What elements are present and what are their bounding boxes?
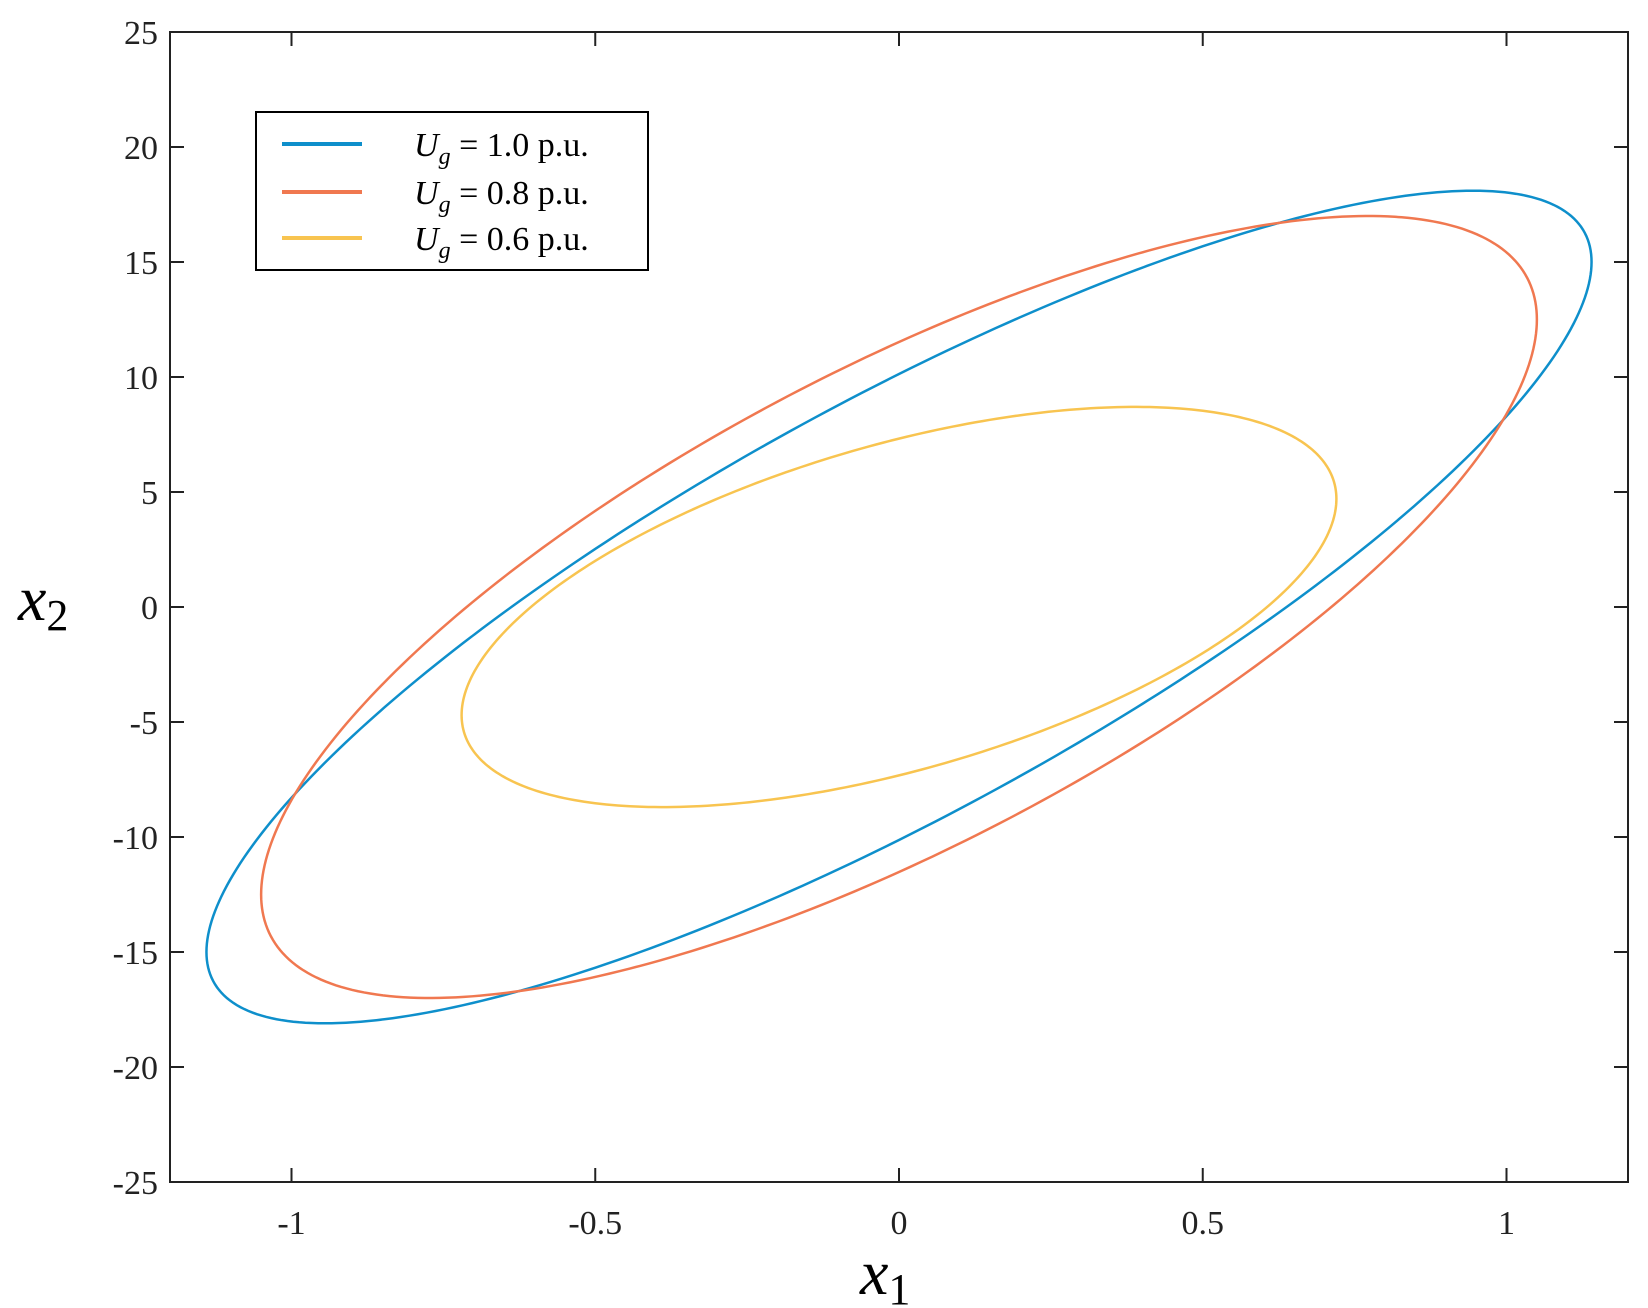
legend: Ug = 1.0 p.u. Ug = 0.8 p.u. Ug = 0.6 p.u… (255, 111, 649, 271)
legend-1-rest: = 1.0 p.u. (451, 127, 589, 164)
y-tick-label: 0 (141, 590, 158, 627)
y-tick-label: 10 (124, 360, 158, 397)
x-axis-label-base: x (859, 1237, 888, 1308)
x-tick-label: 1 (1498, 1205, 1515, 1242)
legend-entry-2: Ug = 0.8 p.u. (414, 175, 589, 218)
legend-3-rest: = 0.6 p.u. (451, 221, 589, 258)
y-axis-label-base: x (17, 563, 46, 634)
y-tick-label: 5 (141, 475, 158, 512)
legend-1-sym: U (414, 127, 441, 164)
y-tick-label: -10 (113, 820, 158, 857)
x-axis-label: x1 (859, 1237, 910, 1308)
legend-2-rest: = 0.8 p.u. (451, 175, 589, 212)
series-curves (205, 189, 1593, 1025)
series-curve-3 (460, 405, 1338, 809)
y-tick-label: 15 (124, 245, 158, 282)
x-tick-label: 0.5 (1182, 1205, 1225, 1242)
x-tick-label: 0 (891, 1205, 908, 1242)
y-axis-label: x2 (17, 563, 68, 640)
legend-3-sym: U (414, 221, 441, 258)
y-tick-label: 20 (124, 130, 158, 167)
x-tick-label: -1 (277, 1205, 305, 1242)
legend-entry-3: Ug = 0.6 p.u. (414, 221, 589, 264)
y-tick-label: -15 (113, 935, 158, 972)
legend-entry-1: Ug = 1.0 p.u. (414, 127, 589, 170)
legend-2-sym: U (414, 175, 441, 212)
series-curve-2 (259, 214, 1539, 1000)
legend-2-sub: g (439, 192, 451, 218)
y-tick-label: 25 (124, 15, 158, 52)
legend-1-sub: g (439, 144, 451, 170)
y-tick-label: -20 (113, 1050, 158, 1087)
x-axis-label-sub: 1 (888, 1265, 910, 1308)
y-tick-label: -5 (130, 705, 158, 742)
x-tick-label: -0.5 (568, 1205, 622, 1242)
legend-3-sub: g (439, 238, 451, 264)
y-axis-label-sub: 2 (46, 591, 68, 640)
axis-ticks: -1 -0.5 0 0.5 1 25 20 15 10 5 0 -5 -10 -15 -20 -25 (113, 15, 1628, 1242)
y-tick-label: -25 (113, 1165, 158, 1202)
series-curve-1 (205, 189, 1593, 1025)
